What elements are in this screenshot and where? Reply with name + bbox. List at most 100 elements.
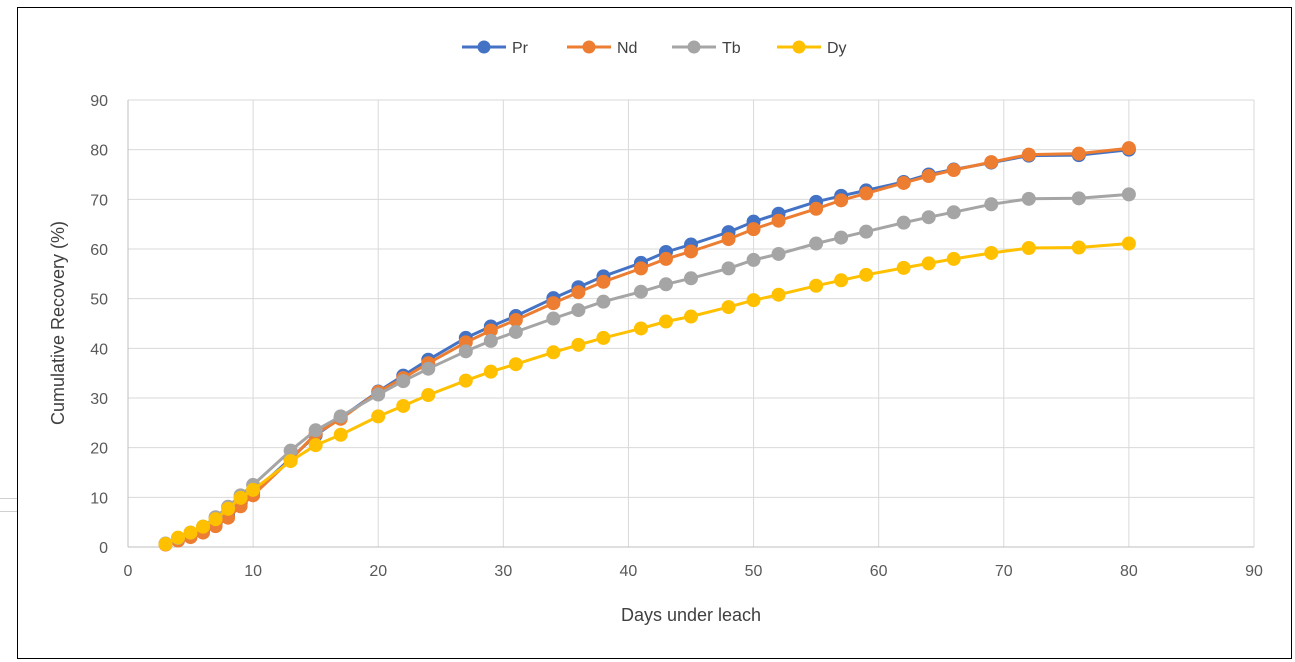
data-point-nd — [859, 186, 874, 201]
data-point-nd — [508, 313, 523, 328]
data-point-dy — [196, 519, 211, 534]
chart-frame — [17, 7, 1292, 659]
data-point-dy — [308, 438, 323, 453]
data-point-nd — [834, 193, 849, 208]
axes — [127, 100, 1254, 548]
data-point-tb — [721, 261, 736, 276]
data-point-dy — [896, 260, 911, 275]
data-point-nd — [571, 285, 586, 300]
data-point-dy — [571, 337, 586, 352]
legend-item-pr: Pr — [462, 40, 529, 57]
data-point-nd — [1121, 141, 1136, 156]
x-tick-label: 10 — [244, 563, 262, 580]
data-point-dy — [421, 388, 436, 403]
data-point-nd — [546, 296, 561, 311]
data-point-dy — [684, 309, 698, 324]
data-point-tb — [859, 224, 874, 239]
data-point-tb — [633, 284, 648, 299]
data-point-dy — [596, 330, 611, 345]
data-point-tb — [809, 236, 824, 251]
legend-label: Tb — [722, 40, 741, 57]
y-tick-label: 0 — [99, 540, 108, 557]
y-tick-label: 50 — [90, 292, 108, 309]
data-point-tb — [546, 311, 561, 326]
legend-marker — [687, 40, 701, 54]
data-point-nd — [658, 251, 673, 266]
data-point-tb — [921, 210, 936, 225]
data-point-dy — [834, 273, 849, 288]
data-point-dy — [371, 409, 386, 424]
data-point-dy — [171, 530, 186, 545]
data-point-dy — [921, 256, 936, 271]
data-point-tb — [834, 230, 849, 245]
data-point-tb — [684, 271, 698, 286]
data-point-dy — [458, 373, 473, 388]
data-point-nd — [921, 168, 936, 183]
legend-item-nd: Nd — [567, 40, 637, 57]
data-point-dy — [183, 525, 198, 540]
legend-marker — [582, 40, 596, 54]
data-point-dy — [771, 287, 786, 302]
data-series — [158, 141, 1136, 552]
data-point-nd — [721, 232, 736, 247]
series-tb — [158, 187, 1136, 551]
series-dy — [158, 236, 1136, 552]
data-point-tb — [946, 205, 961, 220]
data-point-dy — [246, 482, 261, 497]
data-point-nd — [684, 244, 698, 259]
data-point-dy — [859, 267, 874, 282]
data-point-nd — [771, 213, 786, 228]
data-point-nd — [596, 274, 611, 289]
data-point-tb — [1121, 187, 1136, 202]
x-tick-label: 0 — [124, 563, 133, 580]
data-point-nd — [946, 163, 961, 178]
data-point-dy — [158, 537, 173, 552]
data-point-nd — [1071, 146, 1086, 161]
data-point-dy — [1121, 236, 1136, 251]
series-line-tb — [164, 192, 1130, 545]
y-tick-label: 80 — [90, 143, 108, 160]
x-tick-label: 20 — [369, 563, 387, 580]
data-point-tb — [658, 277, 673, 292]
data-point-tb — [596, 294, 611, 309]
y-tick-label: 40 — [90, 341, 108, 358]
data-point-dy — [483, 364, 498, 379]
data-point-tb — [771, 246, 786, 261]
data-point-dy — [946, 251, 961, 266]
data-point-dy — [333, 427, 348, 442]
data-point-dy — [1021, 241, 1036, 256]
x-tick-label: 80 — [1120, 563, 1138, 580]
y-tick-label: 30 — [90, 391, 108, 408]
x-tick-label: 70 — [995, 563, 1013, 580]
y-tick-label: 60 — [90, 242, 108, 259]
y-tick-label: 70 — [90, 192, 108, 209]
legend-item-tb: Tb — [672, 40, 741, 57]
legend-item-dy: Dy — [777, 40, 847, 57]
legend-marker — [477, 40, 491, 54]
data-point-dy — [746, 293, 761, 308]
series-line-nd — [165, 146, 1130, 546]
data-point-dy — [233, 490, 248, 505]
data-point-dy — [546, 345, 561, 360]
legend-label: Dy — [827, 40, 847, 57]
legend-label: Pr — [512, 40, 529, 57]
legend: Pr Nd Tb Dy — [462, 40, 847, 57]
data-point-nd — [896, 175, 911, 190]
data-point-dy — [658, 314, 673, 329]
data-point-nd — [633, 261, 648, 276]
data-point-tb — [571, 303, 586, 318]
data-point-tb — [508, 324, 523, 339]
data-point-dy — [221, 501, 236, 516]
data-point-dy — [283, 454, 298, 469]
data-point-dy — [984, 245, 999, 260]
data-point-tb — [333, 409, 348, 424]
tick-labels: 0 10 20 30 40 50 60 70 80 90 0 10 20 30 40 50 60 70 80 90 — [90, 93, 1263, 580]
data-point-tb — [746, 252, 761, 267]
legend-label: Nd — [617, 40, 637, 57]
data-point-nd — [809, 201, 824, 216]
x-axis-title: Days under leach — [621, 605, 761, 625]
data-point-nd — [984, 155, 999, 170]
y-axis-title: Cumulative Recovery (%) — [48, 221, 68, 425]
data-point-dy — [1071, 240, 1086, 255]
